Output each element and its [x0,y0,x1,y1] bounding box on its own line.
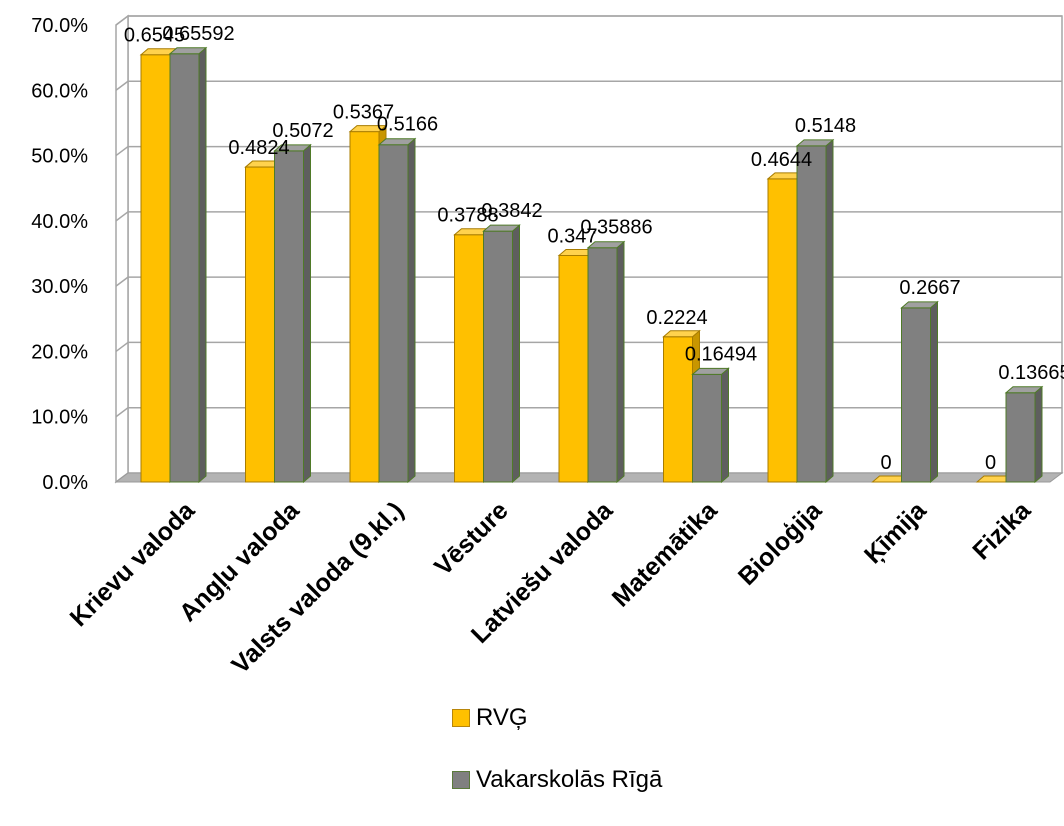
bar-front [796,145,827,483]
bar-side [930,300,938,484]
data-label-vakarskolas: 0.65592 [162,23,234,45]
bar-vakarskolas [482,224,521,484]
y-tick-label: 30.0% [31,276,88,298]
data-label-vakarskolas: 0.13665 [998,362,1064,384]
gridline-side [115,145,129,157]
data-label-vakarskolas: 0.3842 [481,200,542,222]
data-label-rvg: 0.4824 [228,137,289,159]
data-label-rvg: 0 [985,452,996,474]
data-label-vakarskolas: 0.35886 [580,217,652,239]
bar-top [900,301,939,309]
data-label-rvg: 0 [880,452,891,474]
legend-swatch-vakarskolas [452,771,470,789]
data-label-rvg: 0.3788 [437,205,498,227]
bar-vakarskolas [586,240,626,484]
bar-side [512,224,520,484]
bar-side [721,367,729,484]
bar-front [169,53,200,483]
legend-item-vakarskolas: Vakarskolās Rīgā [452,764,662,796]
bar-front [692,373,722,483]
y-tick-label: 50.0% [31,146,88,168]
bar-vakarskolas [168,46,208,484]
bar-top [1004,386,1044,394]
bar-side [1034,385,1043,484]
bar-side [303,143,311,484]
legend-label-vakarskolas: Vakarskolās Rīgā [476,766,663,793]
data-label-vakarskolas: 0.5166 [377,114,438,136]
bar-top [168,47,208,55]
x-tick-label: Valsts valoda (9.kl.) [226,496,409,679]
x-tick-label: Bioloģija [733,496,828,591]
gridline-side [115,15,129,26]
bar-top [691,367,730,375]
y-tick-label: 10.0% [31,407,88,429]
bar-side [198,46,207,484]
bar-vakarskolas [273,143,312,484]
bar-top [377,138,417,146]
legend: RVĢ Vakarskolās Rīgā [452,702,662,826]
y-tick-label: 20.0% [31,341,88,363]
data-label-rvg: 0.6545 [124,25,185,47]
data-label-rvg: 0.2224 [646,307,707,329]
x-tick-label: Ķīmija [859,496,933,570]
bar-front [558,254,589,483]
y-tick-label: 60.0% [31,80,88,102]
bar-front [349,131,380,483]
bar-front [901,307,931,483]
bar-front [454,234,484,483]
bar-top [348,125,388,133]
bar-top [482,224,521,232]
legend-label-rvg: RVĢ [476,704,528,731]
bar-top [273,144,312,152]
bar-chart: 0.0%10.0%20.0%30.0%40.0%50.0%60.0%70.0% … [31,14,1064,680]
data-label-vakarskolas: 0.5148 [795,115,856,137]
y-axis-ticks: 0.0% 10.0% 20.0% 30.0% 40.0% 50.0% 60.0% 70.0% [31,15,88,494]
y-tick-label: 0.0% [42,472,88,494]
bar-front [587,247,618,483]
legend-swatch-rvg [452,709,470,727]
bar-vakarskolas [691,367,730,484]
gridline-side [115,407,129,418]
gridline-side [115,341,129,353]
bar-side [407,137,416,484]
bar-top [662,330,701,338]
bar-front [245,166,275,483]
gridline-side [115,80,129,91]
bar-front [483,230,513,483]
data-label-vakarskolas: 0.2667 [899,277,960,299]
bar-vakarskolas [377,137,417,484]
bar-side [825,138,834,484]
data-label-rvg: 0.5367 [333,102,394,124]
data-label-rvg: 0.4644 [751,149,812,171]
x-tick-label: Vēsture [429,496,514,581]
bar-front [274,150,304,483]
bar-vakarskolas [900,300,939,484]
bar-front [1005,392,1036,483]
y-tick-label: 70.0% [31,15,88,37]
gridline-side [115,276,129,287]
bar-top [586,241,626,249]
legend-item-rvg: RVĢ [452,702,662,734]
x-tick-label: Matemātika [607,496,724,613]
data-label-rvg: 0.347 [547,225,597,247]
bar-front [378,144,409,483]
bar-vakarskolas [795,138,835,484]
bar-top [795,139,835,147]
bar-front [767,178,798,483]
bars [139,46,1044,484]
bar-vakarskolas [1004,385,1044,484]
x-tick-label: Fizika [967,496,1037,566]
bar-front [140,54,171,483]
gridline-side [115,211,129,222]
y-tick-label: 40.0% [31,211,88,233]
data-label-vakarskolas: 0.5072 [272,120,333,142]
bar-side [616,240,625,484]
data-label-vakarskolas: 0.16494 [685,343,757,365]
